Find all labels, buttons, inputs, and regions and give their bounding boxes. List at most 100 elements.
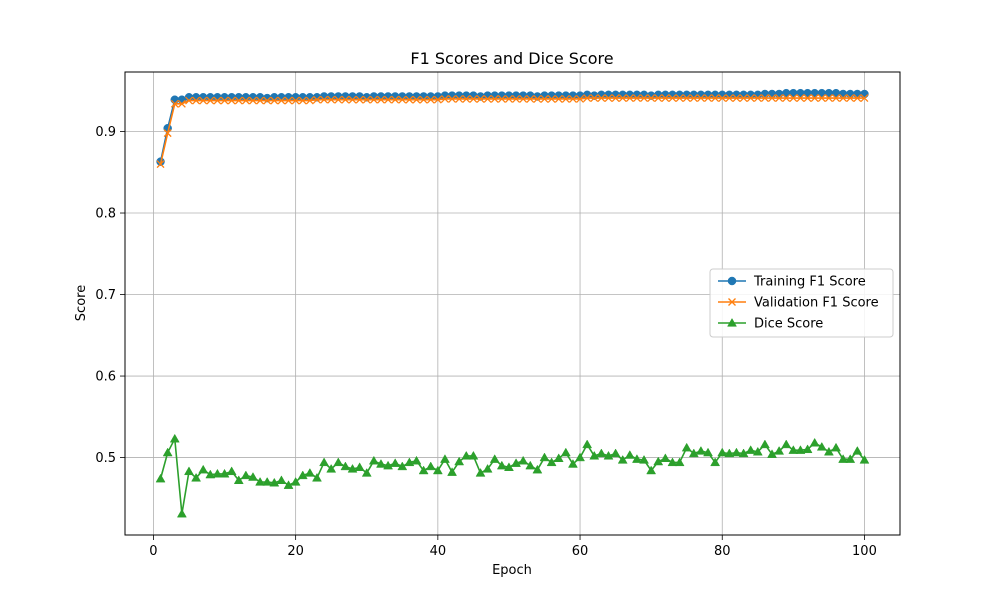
dice-score-point	[717, 447, 728, 457]
validation-f1-score-point	[263, 96, 272, 105]
x-stroke	[163, 129, 172, 138]
x-stroke	[661, 94, 670, 103]
validation-f1-score-point	[163, 129, 172, 138]
dice-score-point	[162, 447, 173, 457]
validation-f1-score-point	[504, 94, 513, 103]
validation-f1-score-point	[362, 95, 371, 104]
validation-f1-score-point	[462, 94, 471, 103]
validation-f1-score-point	[476, 94, 485, 103]
validation-f1-score-point	[597, 94, 606, 103]
x-stroke	[583, 94, 592, 103]
x-stroke	[227, 96, 236, 105]
validation-f1-score-point	[853, 94, 862, 103]
dice-score-point	[859, 455, 870, 464]
x-stroke	[846, 94, 855, 103]
dice-score-point	[568, 459, 578, 468]
validation-f1-score-point	[817, 94, 826, 103]
x-stroke	[753, 94, 762, 103]
validation-f1-score-point	[519, 94, 528, 103]
validation-f1-score-point	[334, 95, 343, 104]
validation-f1-score-point	[156, 160, 165, 169]
validation-f1-score-point	[213, 96, 222, 105]
dice-score-point	[184, 466, 194, 476]
x-stroke	[483, 94, 492, 103]
validation-f1-score-point	[696, 94, 705, 103]
validation-f1-score-point	[810, 94, 819, 103]
dice-score-point	[703, 447, 713, 457]
validation-f1-score-point	[618, 94, 627, 103]
training-f1-score-point	[774, 89, 784, 99]
validation-f1-score-point	[220, 96, 229, 105]
x-stroke	[512, 94, 521, 103]
dice-score-point	[489, 454, 500, 463]
validation-f1-score-point	[206, 96, 215, 105]
validation-f1-score-point	[185, 96, 193, 105]
dice-score-point	[845, 454, 856, 463]
x-stroke	[433, 95, 442, 104]
x-stroke	[554, 94, 563, 103]
validation-f1-score-point	[512, 94, 521, 103]
dice-score-point	[560, 447, 571, 457]
dice-score-point	[333, 457, 344, 467]
dice-score-point	[468, 450, 479, 460]
x-stroke	[647, 94, 656, 103]
validation-f1-score-point	[760, 94, 769, 103]
x-stroke	[362, 95, 371, 104]
dice-score-point	[653, 456, 664, 466]
x-stroke	[590, 94, 599, 103]
x-tick-label: 0	[149, 544, 157, 559]
dice-score-point	[809, 437, 820, 447]
training-f1-score-point	[760, 89, 770, 99]
x-stroke	[519, 94, 528, 103]
x-axis-label: Epoch	[492, 563, 532, 578]
x-tick-label: 100	[852, 544, 877, 559]
legend-marker	[728, 298, 736, 306]
validation-f1-score-point	[227, 96, 236, 105]
x-stroke	[640, 94, 648, 103]
x-stroke	[604, 94, 613, 103]
dice-score-point	[425, 461, 436, 471]
training-f1-score-point	[845, 89, 855, 99]
dice-score-point	[695, 446, 706, 455]
validation-f1-score-point	[497, 94, 506, 103]
validation-f1-score-point	[440, 94, 449, 103]
dice-score-point	[233, 475, 244, 485]
legend-label: Dice Score	[754, 317, 823, 332]
x-stroke	[270, 96, 279, 105]
x-tick-label: 60	[572, 544, 589, 559]
dice-score-point	[304, 468, 315, 477]
x-stroke	[540, 94, 549, 103]
validation-f1-score-point	[533, 94, 542, 103]
dice-score-point	[404, 457, 415, 467]
validation-f1-score-point	[291, 96, 300, 105]
dice-score-point	[390, 458, 401, 467]
validation-f1-score-point	[718, 94, 727, 103]
dice-score-point	[575, 452, 585, 462]
validation-f1-score-point	[448, 94, 457, 103]
dice-score-point	[432, 465, 443, 475]
validation-f1-score-point	[824, 94, 833, 103]
x-tick-label: 40	[430, 544, 447, 559]
training-f1-score-line	[159, 92, 865, 162]
validation-f1-score-point	[725, 94, 734, 103]
x-stroke	[256, 96, 265, 105]
x-stroke	[611, 94, 620, 103]
dice-score-point	[511, 458, 521, 467]
legend-marker	[727, 276, 737, 286]
legend: Training F1 Score Validation F1 Score Dice…	[709, 268, 894, 338]
x-stroke	[241, 96, 250, 105]
x-stroke	[568, 94, 577, 103]
validation-f1-score-point	[377, 95, 385, 104]
dice-score-point	[738, 448, 749, 458]
dice-score-point	[674, 457, 685, 467]
validation-f1-score-point	[654, 94, 663, 103]
training-f1-score-point	[860, 89, 869, 99]
x-stroke	[824, 94, 833, 103]
x-stroke	[348, 95, 357, 104]
x-stroke	[398, 95, 407, 104]
dice-score-point	[710, 457, 721, 467]
validation-f1-score-point	[739, 94, 748, 103]
x-stroke	[469, 94, 478, 103]
dice-score-point	[340, 461, 351, 471]
x-stroke	[803, 94, 812, 103]
